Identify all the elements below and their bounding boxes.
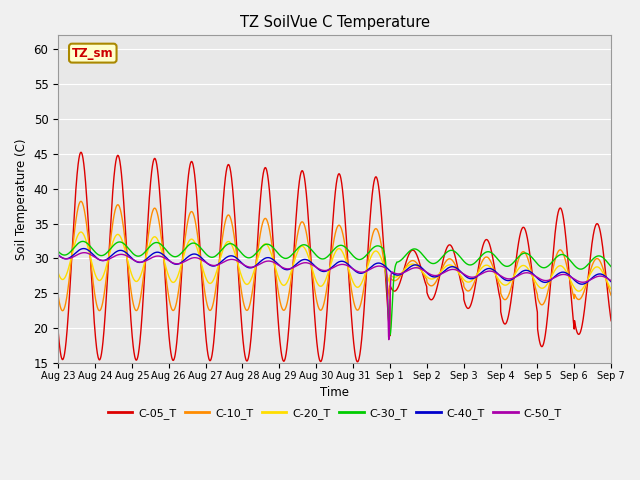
Y-axis label: Soil Temperature (C): Soil Temperature (C) bbox=[15, 138, 28, 260]
C-20_T bbox=[77, 229, 84, 235]
C-50_T bbox=[351, 267, 358, 273]
C-40_T bbox=[363, 268, 371, 274]
C-50_T bbox=[496, 272, 504, 278]
C-50_T bbox=[574, 278, 582, 284]
C-40_T bbox=[209, 263, 216, 269]
C-40_T bbox=[574, 280, 582, 286]
Text: TZ_sm: TZ_sm bbox=[72, 47, 114, 60]
Line: C-05_T: C-05_T bbox=[58, 152, 611, 362]
C-30_T bbox=[559, 252, 566, 257]
C-50_T bbox=[363, 268, 371, 274]
C-30_T bbox=[387, 332, 394, 338]
C-05_T bbox=[574, 331, 582, 337]
C-10_T bbox=[77, 198, 84, 204]
C-30_T bbox=[54, 249, 62, 254]
C-05_T bbox=[496, 294, 504, 300]
C-30_T bbox=[574, 265, 582, 271]
C-05_T bbox=[351, 349, 358, 355]
C-20_T bbox=[54, 270, 62, 276]
C-40_T bbox=[351, 268, 358, 274]
C-30_T bbox=[209, 254, 216, 260]
C-30_T bbox=[351, 254, 358, 260]
C-05_T bbox=[209, 348, 216, 354]
C-20_T bbox=[607, 287, 615, 292]
C-50_T bbox=[607, 278, 615, 284]
C-10_T bbox=[351, 303, 359, 309]
C-50_T bbox=[54, 253, 62, 259]
C-10_T bbox=[363, 264, 371, 270]
C-30_T bbox=[496, 259, 504, 264]
C-20_T bbox=[495, 278, 503, 284]
C-40_T bbox=[559, 269, 566, 275]
C-10_T bbox=[59, 308, 67, 313]
C-40_T bbox=[578, 281, 586, 287]
C-30_T bbox=[79, 239, 86, 244]
C-40_T bbox=[80, 246, 88, 252]
C-50_T bbox=[81, 250, 88, 255]
C-05_T bbox=[77, 149, 84, 155]
C-20_T bbox=[575, 288, 582, 294]
C-05_T bbox=[54, 328, 62, 334]
C-05_T bbox=[607, 318, 615, 324]
Line: C-30_T: C-30_T bbox=[58, 241, 611, 335]
C-40_T bbox=[54, 252, 62, 257]
C-05_T bbox=[354, 359, 362, 365]
C-20_T bbox=[351, 282, 358, 288]
X-axis label: Time: Time bbox=[320, 386, 349, 399]
C-30_T bbox=[607, 264, 615, 270]
C-20_T bbox=[363, 266, 371, 272]
C-30_T bbox=[363, 252, 371, 258]
C-50_T bbox=[209, 263, 216, 268]
Line: C-50_T: C-50_T bbox=[58, 252, 611, 340]
C-05_T bbox=[363, 261, 371, 267]
Line: C-10_T: C-10_T bbox=[58, 201, 611, 311]
Line: C-40_T: C-40_T bbox=[58, 249, 611, 284]
C-10_T bbox=[209, 302, 217, 308]
C-40_T bbox=[607, 279, 615, 285]
Legend: C-05_T, C-10_T, C-20_T, C-30_T, C-40_T, C-50_T: C-05_T, C-10_T, C-20_T, C-30_T, C-40_T, … bbox=[104, 403, 566, 423]
C-40_T bbox=[495, 273, 503, 278]
Title: TZ SoilVue C Temperature: TZ SoilVue C Temperature bbox=[239, 15, 429, 30]
C-20_T bbox=[574, 288, 582, 294]
C-10_T bbox=[574, 297, 582, 302]
C-20_T bbox=[559, 264, 566, 269]
C-10_T bbox=[559, 250, 566, 255]
C-10_T bbox=[54, 293, 62, 299]
C-05_T bbox=[559, 211, 566, 217]
C-20_T bbox=[209, 278, 216, 284]
C-50_T bbox=[559, 272, 566, 277]
Line: C-20_T: C-20_T bbox=[58, 232, 611, 291]
C-50_T bbox=[385, 337, 393, 343]
C-10_T bbox=[607, 292, 615, 298]
C-10_T bbox=[496, 283, 504, 289]
